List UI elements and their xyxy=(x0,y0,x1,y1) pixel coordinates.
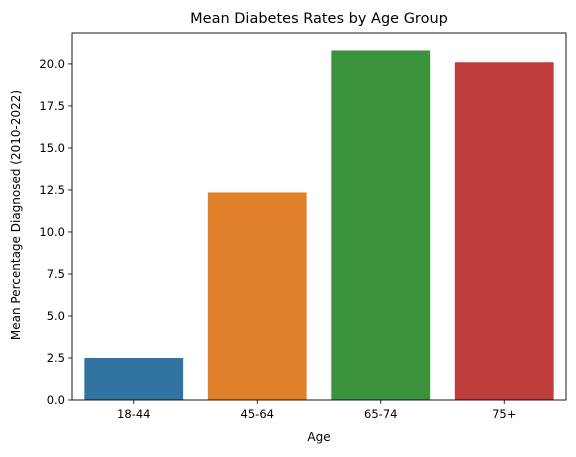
x-axis-label: Age xyxy=(307,430,330,444)
y-tick-label-0.0: 0.0 xyxy=(47,393,65,407)
chart-title: Mean Diabetes Rates by Age Group xyxy=(190,11,448,27)
y-tick-label-7.5: 7.5 xyxy=(47,267,65,281)
axes-frame xyxy=(71,32,567,401)
x-tick-label-45-64: 45-64 xyxy=(241,407,274,421)
y-tick-label-12.5: 12.5 xyxy=(39,183,65,197)
y-tick-label-5.0: 5.0 xyxy=(47,309,65,323)
bar-18-44 xyxy=(84,357,184,400)
x-tick-label-18-44: 18-44 xyxy=(117,407,150,421)
y-tick-label-20.0: 20.0 xyxy=(39,57,65,71)
plot-area: 18-44 45-64 65-74 75+ 0.0 2.5 5.0 7.5 10.0 12.5 15… xyxy=(39,32,567,421)
y-tick-label-2.5: 2.5 xyxy=(47,351,65,365)
bar-45-64 xyxy=(207,192,307,400)
x-tick-label-75+: 75+ xyxy=(492,407,516,421)
y-tick-label-15.0: 15.0 xyxy=(39,141,65,155)
y-tick-label-10.0: 10.0 xyxy=(39,225,65,239)
y-tick-label-17.5: 17.5 xyxy=(39,99,65,113)
y-axis-label: Mean Percentage Diagnosed (2010-2022) xyxy=(9,90,23,340)
bar-75+ xyxy=(454,62,554,400)
x-tick-label-65-74: 65-74 xyxy=(364,407,397,421)
bar-65-74 xyxy=(331,50,431,400)
